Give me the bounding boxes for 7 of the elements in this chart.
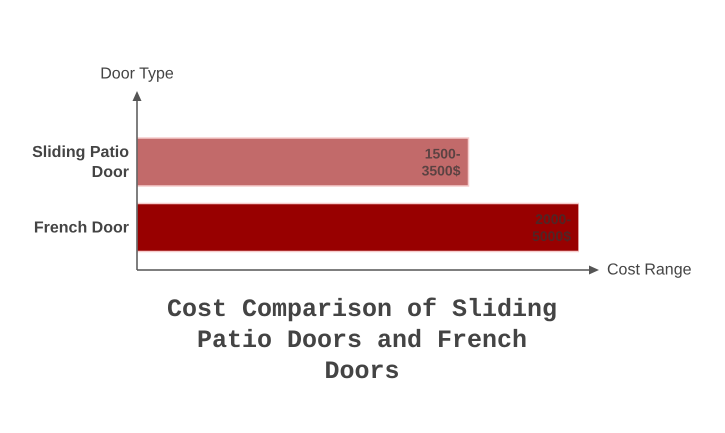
y-axis-title: Door Type xyxy=(100,66,174,82)
annotation: 1500-3500$ xyxy=(422,146,461,178)
y-tick-label: French Door xyxy=(34,218,129,236)
x-axis-title: Cost Range xyxy=(607,262,692,278)
y-tick-label: Sliding Patio Door xyxy=(32,143,130,180)
text: Cost Comparison of Sliding Patio Doors and French Doors xyxy=(166,294,558,387)
annotation: 2000-5000$ xyxy=(532,211,572,244)
